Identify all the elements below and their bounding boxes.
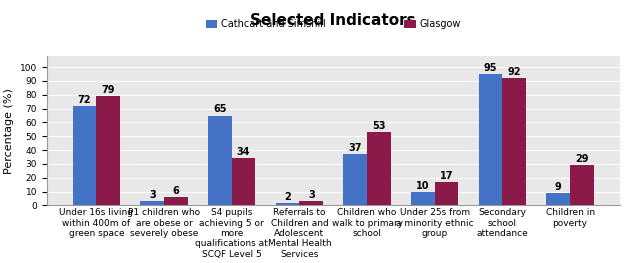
- Text: 9: 9: [555, 182, 562, 192]
- Bar: [547, 193, 570, 205]
- Bar: [232, 158, 255, 205]
- Text: 29: 29: [575, 154, 588, 164]
- Text: 10: 10: [416, 180, 430, 190]
- Bar: [140, 201, 164, 205]
- Text: 37: 37: [349, 143, 362, 153]
- Legend: Cathcart and Simshill, Glasgow: Cathcart and Simshill, Glasgow: [206, 19, 461, 29]
- Title: Selected Indicators: Selected Indicators: [250, 13, 416, 28]
- Bar: [208, 115, 232, 205]
- Bar: [435, 182, 459, 205]
- Text: 3: 3: [308, 190, 314, 200]
- Text: 6: 6: [173, 186, 179, 196]
- Bar: [570, 165, 594, 205]
- Text: 65: 65: [213, 104, 227, 114]
- Bar: [367, 132, 391, 205]
- Text: 17: 17: [440, 171, 454, 181]
- Bar: [276, 203, 300, 205]
- Bar: [164, 197, 188, 205]
- Bar: [73, 106, 97, 205]
- Bar: [343, 154, 367, 205]
- Bar: [411, 192, 435, 205]
- Text: 72: 72: [78, 95, 91, 105]
- Bar: [479, 74, 502, 205]
- Y-axis label: Percentage (%): Percentage (%): [4, 88, 14, 174]
- Text: 3: 3: [149, 190, 155, 200]
- Text: 79: 79: [102, 85, 115, 95]
- Bar: [502, 78, 526, 205]
- Text: 53: 53: [372, 121, 386, 131]
- Text: 95: 95: [484, 63, 497, 73]
- Text: 92: 92: [507, 67, 521, 77]
- Text: 34: 34: [237, 147, 250, 157]
- Bar: [97, 96, 120, 205]
- Bar: [300, 201, 323, 205]
- Text: 2: 2: [284, 191, 291, 201]
